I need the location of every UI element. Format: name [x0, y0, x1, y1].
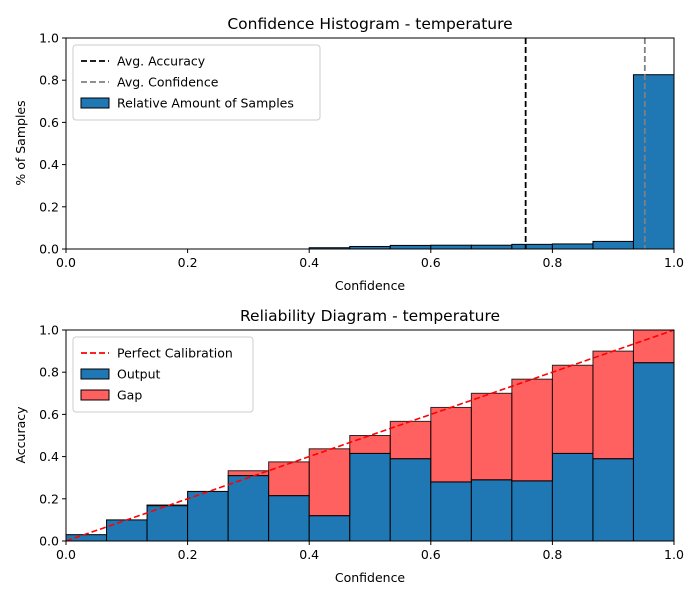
y-tick-label: 0.2	[39, 491, 59, 506]
gap-bar	[632, 329, 675, 364]
legend-patch-swatch	[80, 389, 110, 401]
histogram-ylabel: % of Samples	[13, 100, 28, 185]
output-bar	[592, 458, 634, 542]
gap-bar	[308, 448, 351, 517]
reliability-ticks: 0.0 0.2 0.4 0.6 0.8 1.0 0.0 0.2 0.4 0.6 0.8 1.0	[39, 323, 684, 563]
reliability-xlabel: Confidence	[335, 570, 406, 585]
reliability-ylabel: Accuracy	[13, 406, 28, 464]
gap-bar	[470, 392, 513, 481]
output-bar	[632, 362, 675, 542]
gap-bar	[592, 350, 634, 460]
legend-box	[72, 44, 321, 121]
gap-bar	[430, 406, 472, 483]
x-tick-label: 1.0	[664, 547, 684, 562]
x-tick-label: 0.2	[178, 255, 198, 270]
y-tick-label: 0.6	[39, 407, 59, 422]
reliability-diagram-panel: Reliability Diagram - temperature Confid…	[13, 307, 684, 585]
output-bar	[551, 452, 594, 542]
output-bar	[470, 479, 513, 542]
output-bar	[268, 495, 310, 542]
reliability-reference-lines	[65, 329, 675, 542]
gap-bar	[511, 378, 553, 482]
legend-label: Relative Amount of Samples	[117, 96, 294, 111]
output-bar	[389, 458, 432, 542]
x-tick-label: 0.0	[56, 547, 76, 562]
y-tick-label: 0.4	[39, 157, 59, 172]
histogram-xlabel: Confidence	[335, 278, 406, 293]
histogram-bar	[632, 74, 675, 250]
y-tick-label: 0.8	[39, 365, 59, 380]
legend-patch-swatch	[80, 97, 110, 109]
x-tick-label: 1.0	[664, 255, 684, 270]
x-tick-label: 0.4	[299, 255, 319, 270]
gap-bar	[146, 504, 189, 507]
output-bar	[511, 480, 553, 542]
legend-label: Perfect Calibration	[117, 346, 233, 361]
reliability-plot-frame	[65, 329, 675, 542]
y-tick-label: 0.6	[39, 115, 59, 130]
x-tick-label: 0.0	[56, 255, 76, 270]
output-bar	[308, 515, 351, 542]
legend-label: Avg. Confidence	[117, 75, 219, 90]
histogram-legend: Avg. Accuracy Avg. Confidence Relative Amo…	[72, 44, 321, 121]
histogram-ticks: 0.0 0.2 0.4 0.6 0.8 1.0 0.0 0.2 0.4 0.6 0.8 1.0	[39, 31, 684, 271]
histogram-bars	[308, 74, 675, 250]
y-tick-label: 0.0	[39, 534, 59, 549]
y-tick-label: 0.0	[39, 242, 59, 257]
output-bar	[187, 490, 229, 542]
gap-bar	[551, 364, 594, 454]
output-bar	[430, 481, 472, 542]
y-tick-label: 0.8	[39, 73, 59, 88]
x-tick-label: 0.4	[299, 547, 319, 562]
histogram-bar	[470, 244, 513, 250]
output-bar	[106, 519, 148, 542]
perfect-calibration-line	[65, 329, 675, 542]
x-tick-label: 0.6	[421, 547, 441, 562]
output-bar	[349, 452, 391, 542]
histogram-bar	[592, 240, 634, 250]
reliability-title: Reliability Diagram - temperature	[240, 307, 500, 325]
gap-bar	[389, 420, 432, 460]
legend-box	[72, 336, 254, 413]
legend-patch-swatch	[80, 368, 110, 380]
y-tick-label: 1.0	[39, 323, 59, 338]
y-tick-label: 1.0	[39, 31, 59, 46]
gap-bar	[349, 435, 391, 454]
x-tick-label: 0.8	[542, 255, 562, 270]
histogram-title: Confidence Histogram - temperature	[227, 15, 512, 33]
histogram-bar	[551, 243, 594, 250]
output-bar	[227, 475, 270, 542]
x-tick-label: 0.2	[178, 547, 198, 562]
legend-label: Output	[117, 367, 161, 382]
reliability-bars	[65, 329, 675, 542]
y-tick-label: 0.2	[39, 199, 59, 214]
gap-bar	[268, 461, 310, 497]
legend-label: Gap	[117, 388, 142, 403]
output-bar	[65, 534, 108, 542]
x-tick-label: 0.8	[542, 547, 562, 562]
confidence-histogram-panel: Confidence Histogram - temperature Confi…	[13, 15, 684, 293]
histogram-bar	[511, 243, 553, 250]
histogram-bar	[389, 244, 432, 250]
histogram-bar	[430, 244, 472, 250]
legend-label: Avg. Accuracy	[117, 54, 206, 69]
histogram-reference-lines	[524, 38, 646, 249]
reliability-legend: Perfect Calibration Output Gap	[72, 336, 254, 413]
y-tick-label: 0.4	[39, 449, 59, 464]
x-tick-label: 0.6	[421, 255, 441, 270]
histogram-plot-frame	[65, 37, 675, 250]
